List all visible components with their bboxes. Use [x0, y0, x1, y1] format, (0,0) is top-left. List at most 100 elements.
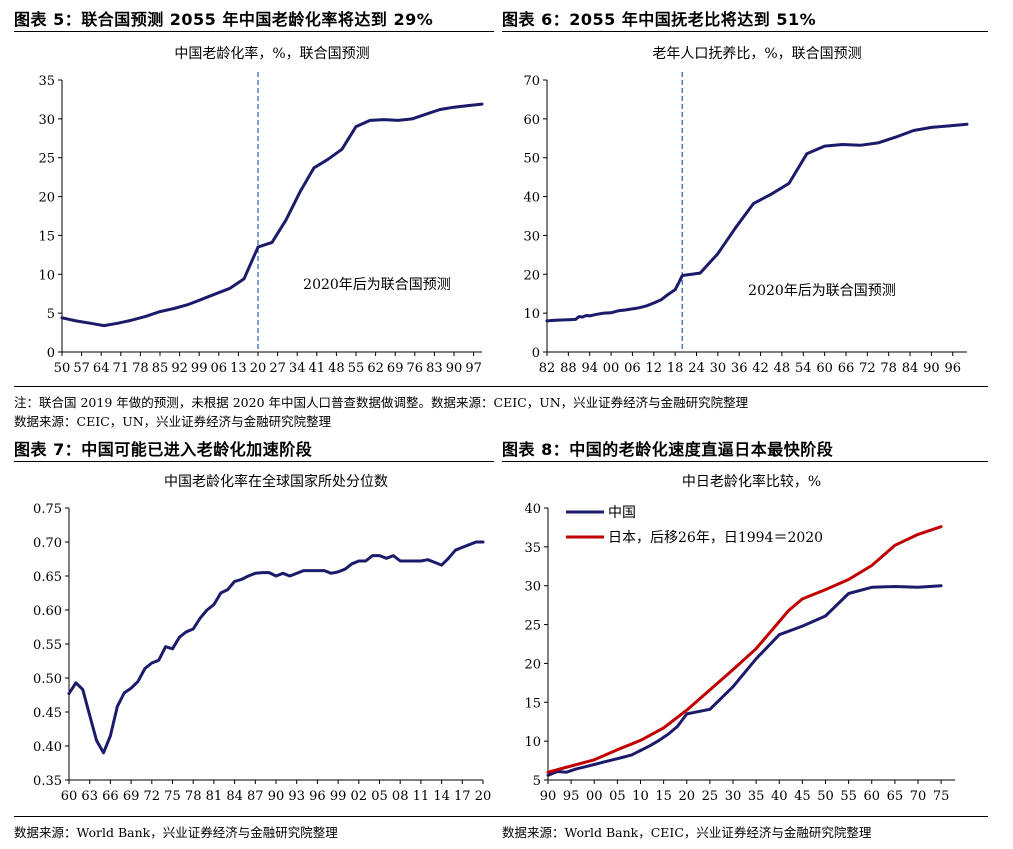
x-tick-label: 48 — [774, 361, 791, 376]
x-tick-label: 36 — [731, 361, 748, 376]
x-tick-label: 62 — [367, 361, 384, 376]
x-tick-label: 76 — [407, 361, 424, 376]
chart-china-japan-aging-comparison: 中日老龄化率比较，% 5 10 15 20 25 30 35 40 90 95 00 05 10 15 20 2… — [524, 473, 955, 804]
x-tick-label: 12 — [646, 361, 663, 376]
y-tick-label: 0.50 — [33, 672, 62, 687]
y-tick-label: 0 — [47, 346, 55, 361]
x-tick-label: 81 — [206, 789, 223, 804]
figure-5-title: 图表 5：联合国预测 2055 年中国老龄化率将达到 29% — [14, 10, 434, 29]
x-tick-label: 92 — [171, 361, 188, 376]
x-tick-label: 40 — [771, 789, 788, 804]
figure-6-title: 图表 6：2055 年中国抚老比将达到 51% — [502, 10, 817, 29]
chart-title: 中日老龄化率比较，% — [682, 473, 821, 490]
figure-8-title-rule — [502, 461, 988, 462]
x-tick-label: 75 — [933, 789, 950, 804]
y-tick-label: 0.55 — [33, 638, 62, 653]
y-tick-label: 35 — [524, 541, 541, 556]
x-tick-label: 20 — [678, 789, 695, 804]
chart-aging-rate-un-forecast: 中国老龄化率，%，联合国预测 0 5 10 15 20 25 30 35 50 57 64 71 78 85… — [38, 45, 484, 376]
x-tick-label: 90 — [268, 789, 285, 804]
x-tick-label: 13 — [230, 361, 247, 376]
x-tick-label: 90 — [540, 789, 557, 804]
x-tick-label: 84 — [226, 789, 243, 804]
x-tick-label: 18 — [667, 361, 684, 376]
x-tick-label: 50 — [817, 789, 834, 804]
chart-aging-rate-global-percentile: 中国老龄化率在全球国家所处分位数 0.35 0.40 0.45 0.50 0.55 0.60… — [33, 473, 492, 804]
x-tick-label: 72 — [144, 789, 161, 804]
x-tick-label: 48 — [328, 361, 345, 376]
x-tick-label: 02 — [351, 789, 368, 804]
series-line — [545, 122, 969, 323]
figure-6-title-rule — [502, 31, 988, 32]
x-tick-label: 14 — [433, 789, 450, 804]
x-tick-label: 94 — [581, 361, 598, 376]
x-tick-label: 17 — [454, 789, 471, 804]
x-tick-label: 35 — [748, 789, 765, 804]
x-tick-label: 82 — [539, 361, 556, 376]
x-tick-label: 64 — [93, 361, 110, 376]
x-tick-label: 10 — [632, 789, 649, 804]
x-tick-label: 97 — [465, 361, 482, 376]
x-tick-label: 57 — [73, 361, 90, 376]
y-tick-label: 20 — [38, 191, 55, 206]
y-tick-label: 60 — [523, 113, 540, 128]
x-tick-label: 69 — [123, 789, 140, 804]
x-tick-label: 78 — [880, 361, 897, 376]
x-tick-label: 05 — [609, 789, 626, 804]
y-tick-label: 25 — [38, 152, 55, 167]
x-tick-label: 83 — [426, 361, 443, 376]
y-tick-label: 35 — [38, 74, 55, 89]
note-top: 注：联合国 2019 年做的预测，未根据 2020 年中国人口普查数据做调整。数… — [14, 395, 749, 410]
x-tick-label: 30 — [725, 789, 742, 804]
x-tick-label: 00 — [603, 361, 620, 376]
y-tick-label: 20 — [523, 268, 540, 283]
x-tick-label: 42 — [752, 361, 769, 376]
y-tick-label: 50 — [523, 152, 540, 167]
x-tick-label: 75 — [164, 789, 181, 804]
y-tick-label: 0 — [532, 346, 540, 361]
figure-8-title: 图表 8：中国的老龄化速度直逼日本最快阶段 — [502, 440, 834, 459]
y-tick-label: 70 — [523, 74, 540, 89]
x-tick-label: 66 — [838, 361, 855, 376]
x-tick-label: 90 — [923, 361, 940, 376]
x-tick-label: 60 — [61, 789, 78, 804]
series-line — [60, 102, 484, 328]
x-tick-label: 34 — [289, 361, 306, 376]
x-tick-label: 96 — [309, 789, 326, 804]
y-tick-label: 15 — [524, 696, 541, 711]
x-tick-label: 15 — [655, 789, 672, 804]
figure-7-title: 图表 7：中国可能已进入老龄化加速阶段 — [14, 440, 313, 459]
y-tick-label: 10 — [524, 735, 541, 750]
x-tick-label: 55 — [348, 361, 365, 376]
x-tick-label: 05 — [371, 789, 388, 804]
x-tick-label: 20 — [475, 789, 492, 804]
y-tick-label: 30 — [523, 229, 540, 244]
x-tick-label: 72 — [859, 361, 876, 376]
x-tick-label: 27 — [269, 361, 286, 376]
legend-label: 日本，后移26年，日1994＝2020 — [608, 530, 823, 546]
x-tick-label: 00 — [586, 789, 603, 804]
legend-label: 中国 — [608, 505, 636, 521]
x-tick-label: 11 — [413, 789, 430, 804]
x-tick-label: 50 — [54, 361, 71, 376]
series-line — [67, 540, 485, 755]
x-tick-label: 06 — [211, 361, 228, 376]
y-tick-label: 40 — [523, 191, 540, 206]
x-tick-label: 95 — [563, 789, 580, 804]
y-tick-label: 0.70 — [33, 536, 62, 551]
x-tick-label: 96 — [944, 361, 961, 376]
x-tick-label: 60 — [816, 361, 833, 376]
x-tick-label: 24 — [688, 361, 705, 376]
source-top: 数据来源：CEIC，UN，兴业证券经济与金融研究院整理 — [14, 414, 332, 429]
series-line — [546, 584, 943, 777]
x-tick-label: 99 — [330, 789, 347, 804]
chart-title: 中国老龄化率，%，联合国预测 — [174, 45, 369, 62]
x-tick-label: 88 — [560, 361, 577, 376]
x-tick-label: 84 — [902, 361, 919, 376]
x-tick-label: 85 — [152, 361, 169, 376]
x-tick-label: 06 — [624, 361, 641, 376]
x-tick-label: 45 — [794, 789, 811, 804]
y-tick-label: 40 — [524, 502, 541, 517]
x-tick-label: 70 — [910, 789, 927, 804]
x-tick-label: 25 — [702, 789, 719, 804]
